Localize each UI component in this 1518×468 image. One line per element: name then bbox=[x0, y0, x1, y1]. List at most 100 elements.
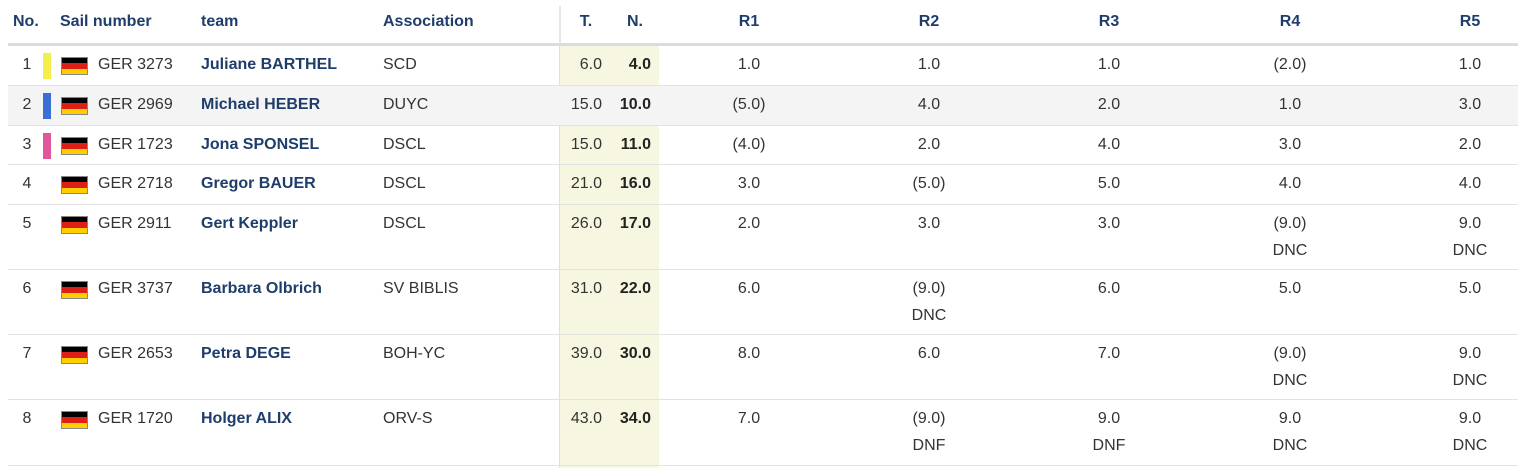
germany-flag-icon bbox=[61, 57, 88, 75]
sail-number: GER 1723 bbox=[98, 136, 173, 153]
race-score-r4: (2.0) bbox=[1273, 56, 1307, 73]
association: DSCL bbox=[383, 215, 426, 232]
header-r2[interactable]: R2 bbox=[918, 13, 940, 30]
header-team[interactable]: team bbox=[201, 13, 239, 30]
table-row[interactable]: 5 GER 2911 Gert Keppler DSCL 26.0 17.0 2.0 3.0 3… bbox=[8, 205, 1518, 270]
race-score-r3: 9.0 bbox=[1097, 410, 1121, 427]
total-points: 15.0 bbox=[570, 136, 602, 153]
rank-number: 6 bbox=[22, 280, 32, 297]
header-r5[interactable]: R5 bbox=[1459, 13, 1481, 30]
race-score-r2: 2.0 bbox=[917, 136, 941, 153]
medal-marker bbox=[43, 133, 51, 159]
header-no[interactable]: No. bbox=[13, 13, 39, 30]
race-score-r1: 3.0 bbox=[737, 175, 761, 192]
rank-number: 8 bbox=[22, 410, 32, 427]
race-score-r3: 7.0 bbox=[1097, 345, 1121, 362]
race-score-r4: 4.0 bbox=[1278, 175, 1302, 192]
race-score-r1: (5.0) bbox=[732, 96, 766, 113]
association: DSCL bbox=[383, 136, 426, 153]
sailor-name-link[interactable]: Juliane BARTHEL bbox=[201, 56, 338, 73]
header-net[interactable]: N. bbox=[627, 13, 643, 30]
net-points: 11.0 bbox=[620, 136, 651, 153]
race-code-r5: DNC bbox=[1452, 372, 1488, 389]
sail-number: GER 2653 bbox=[98, 345, 173, 362]
race-score-r5: 9.0 bbox=[1458, 215, 1482, 232]
medal-marker bbox=[43, 53, 51, 79]
sail-number: GER 3737 bbox=[98, 280, 173, 297]
header-r4[interactable]: R4 bbox=[1279, 13, 1301, 30]
race-code-r5: DNC bbox=[1452, 242, 1488, 259]
rank-number: 4 bbox=[22, 175, 32, 192]
total-points: 15.0 bbox=[570, 96, 602, 113]
race-score-r2: (5.0) bbox=[912, 175, 946, 192]
header-r1[interactable]: R1 bbox=[738, 13, 760, 30]
association: SV BIBLIS bbox=[383, 280, 459, 297]
sailor-name-link[interactable]: Gert Keppler bbox=[201, 215, 298, 232]
header-association[interactable]: Association bbox=[383, 13, 474, 30]
race-score-r2: 1.0 bbox=[917, 56, 941, 73]
race-score-r5: 5.0 bbox=[1458, 280, 1482, 297]
germany-flag-icon bbox=[61, 411, 88, 429]
sailor-name-link[interactable]: Gregor BAUER bbox=[201, 175, 316, 192]
table-row[interactable]: 7 GER 2653 Petra DEGE BOH-YC 39.0 30.0 8.0 6.0 7… bbox=[8, 335, 1518, 400]
rank-number: 1 bbox=[22, 56, 32, 73]
rank-number: 5 bbox=[22, 215, 32, 232]
race-score-r4: 5.0 bbox=[1278, 280, 1302, 297]
race-score-r4: 9.0 bbox=[1278, 410, 1302, 427]
net-points: 16.0 bbox=[619, 175, 651, 192]
total-points: 26.0 bbox=[570, 215, 602, 232]
total-points: 21.0 bbox=[570, 175, 602, 192]
rank-number: 2 bbox=[22, 96, 32, 113]
rank-number: 7 bbox=[22, 345, 32, 362]
race-score-r3: 6.0 bbox=[1097, 280, 1121, 297]
sailor-name-link[interactable]: Petra DEGE bbox=[201, 345, 291, 362]
race-score-r5: 9.0 bbox=[1458, 410, 1482, 427]
sailor-name-link[interactable]: Michael HEBER bbox=[201, 96, 321, 113]
header-r3[interactable]: R3 bbox=[1098, 13, 1120, 30]
race-code-r5: DNC bbox=[1452, 437, 1488, 454]
table-row[interactable]: 8 GER 1720 Holger ALIX ORV-S 43.0 34.0 7.0 (9.0… bbox=[8, 400, 1518, 466]
sailor-name-link[interactable]: Holger ALIX bbox=[201, 410, 292, 427]
race-score-r1: (4.0) bbox=[732, 136, 766, 153]
germany-flag-icon bbox=[61, 281, 88, 299]
header-sail-number[interactable]: Sail number bbox=[60, 13, 152, 30]
sailor-name-link[interactable]: Barbara Olbrich bbox=[201, 280, 322, 297]
sail-number: GER 2911 bbox=[98, 215, 172, 232]
race-score-r5: 3.0 bbox=[1458, 96, 1482, 113]
table-row[interactable]: 2 GER 2969 Michael HEBER DUYC 15.0 10.0 (5.0) 4… bbox=[8, 86, 1518, 126]
net-points: 34.0 bbox=[619, 410, 651, 427]
germany-flag-icon bbox=[61, 97, 88, 115]
race-score-r3: 4.0 bbox=[1097, 136, 1121, 153]
total-points: 43.0 bbox=[570, 410, 602, 427]
header-total[interactable]: T. bbox=[579, 13, 593, 30]
table-row[interactable]: 1 GER 3273 Juliane BARTHEL SCD 6.0 4.0 1.0 1.0 1… bbox=[8, 46, 1518, 86]
race-score-r1: 8.0 bbox=[737, 345, 761, 362]
sailor-name-link[interactable]: Jona SPONSEL bbox=[201, 136, 320, 153]
sail-number: GER 2718 bbox=[98, 175, 173, 192]
rank-number: 3 bbox=[22, 136, 32, 153]
total-points: 39.0 bbox=[570, 345, 602, 362]
race-score-r4: 3.0 bbox=[1278, 136, 1302, 153]
germany-flag-icon bbox=[61, 137, 88, 155]
sail-number: GER 1720 bbox=[98, 410, 173, 427]
race-score-r3: 3.0 bbox=[1097, 215, 1121, 232]
association: SCD bbox=[383, 56, 417, 73]
net-points: 30.0 bbox=[619, 345, 651, 362]
race-score-r4: (9.0) bbox=[1273, 345, 1307, 362]
table-row[interactable]: 4 GER 2718 Gregor BAUER DSCL 21.0 16.0 3.0 (5.0… bbox=[8, 165, 1518, 205]
net-points: 22.0 bbox=[619, 280, 651, 297]
table-row[interactable]: 6 GER 3737 Barbara Olbrich SV BIBLIS 31.0 22.… bbox=[8, 270, 1518, 335]
race-score-r2: (9.0) bbox=[912, 410, 946, 427]
race-code-r4: DNC bbox=[1272, 437, 1308, 454]
total-points: 6.0 bbox=[579, 56, 602, 73]
table-row[interactable]: 3 GER 1723 Jona SPONSEL DSCL 15.0 11.0 (4.0) 2.… bbox=[8, 126, 1518, 165]
table-header: No. Sail number team Association T. N. R… bbox=[8, 0, 1518, 46]
race-score-r3: 2.0 bbox=[1097, 96, 1121, 113]
race-score-r2: 4.0 bbox=[917, 96, 941, 113]
race-score-r5: 9.0 bbox=[1458, 345, 1482, 362]
race-score-r1: 6.0 bbox=[737, 280, 761, 297]
germany-flag-icon bbox=[61, 176, 88, 194]
race-score-r4: 1.0 bbox=[1278, 96, 1302, 113]
race-score-r5: 2.0 bbox=[1458, 136, 1482, 153]
